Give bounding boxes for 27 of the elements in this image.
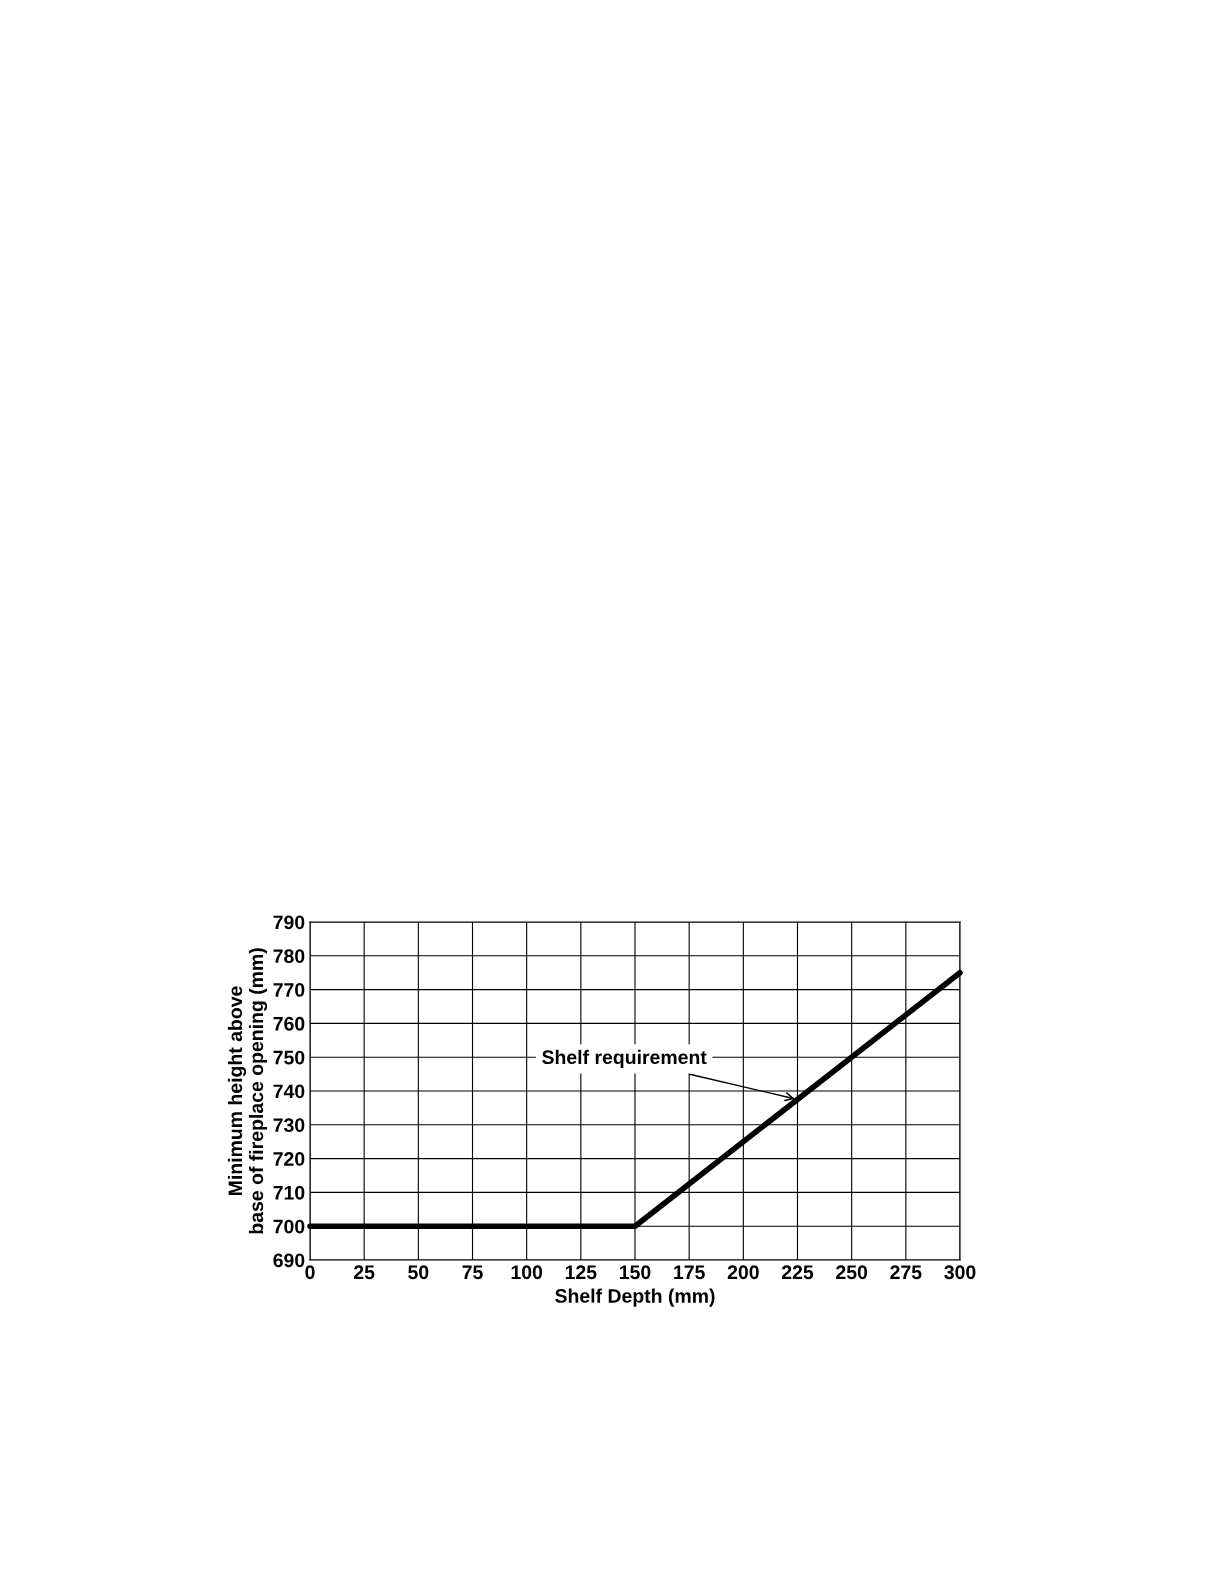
x-tick-label: 225 bbox=[781, 1265, 814, 1280]
x-tick-label: 175 bbox=[674, 1265, 705, 1280]
x-tick-label: 25 bbox=[354, 1265, 375, 1280]
y-axis-title: Minimum height above base of fireplace opening (mm) bbox=[227, 948, 268, 1234]
x-tick-label: 125 bbox=[565, 1265, 597, 1280]
x-tick-label: 50 bbox=[408, 1265, 429, 1280]
y-tick-label: 700 bbox=[273, 1219, 305, 1234]
y-tick-label: 750 bbox=[273, 1050, 305, 1065]
x-tick-label: 100 bbox=[511, 1265, 543, 1280]
x-tick-label: 300 bbox=[944, 1265, 976, 1280]
x-tick-label: 75 bbox=[462, 1265, 483, 1280]
x-tick-label: 0 bbox=[305, 1265, 315, 1280]
y-tick-label: 690 bbox=[273, 1253, 305, 1268]
y-tick-label: 770 bbox=[273, 983, 305, 997]
x-tick-label: 200 bbox=[727, 1265, 759, 1280]
x-axis-title: Shelf Depth (mm) bbox=[555, 1288, 715, 1307]
y-tick-label: 790 bbox=[273, 915, 305, 930]
x-tick-label: 275 bbox=[890, 1265, 922, 1280]
y-tick-label: 710 bbox=[273, 1185, 305, 1200]
y-tick-label: 760 bbox=[273, 1016, 305, 1031]
y-tick-label: 730 bbox=[273, 1118, 305, 1133]
annotation: Shelf requirement bbox=[542, 1049, 707, 1068]
y-tick-label: 780 bbox=[273, 949, 305, 964]
y-tick-label: 720 bbox=[273, 1152, 305, 1166]
x-tick-label: 250 bbox=[836, 1265, 868, 1280]
y-tick-label: 740 bbox=[273, 1084, 305, 1099]
x-tick-label: 150 bbox=[620, 1265, 651, 1280]
